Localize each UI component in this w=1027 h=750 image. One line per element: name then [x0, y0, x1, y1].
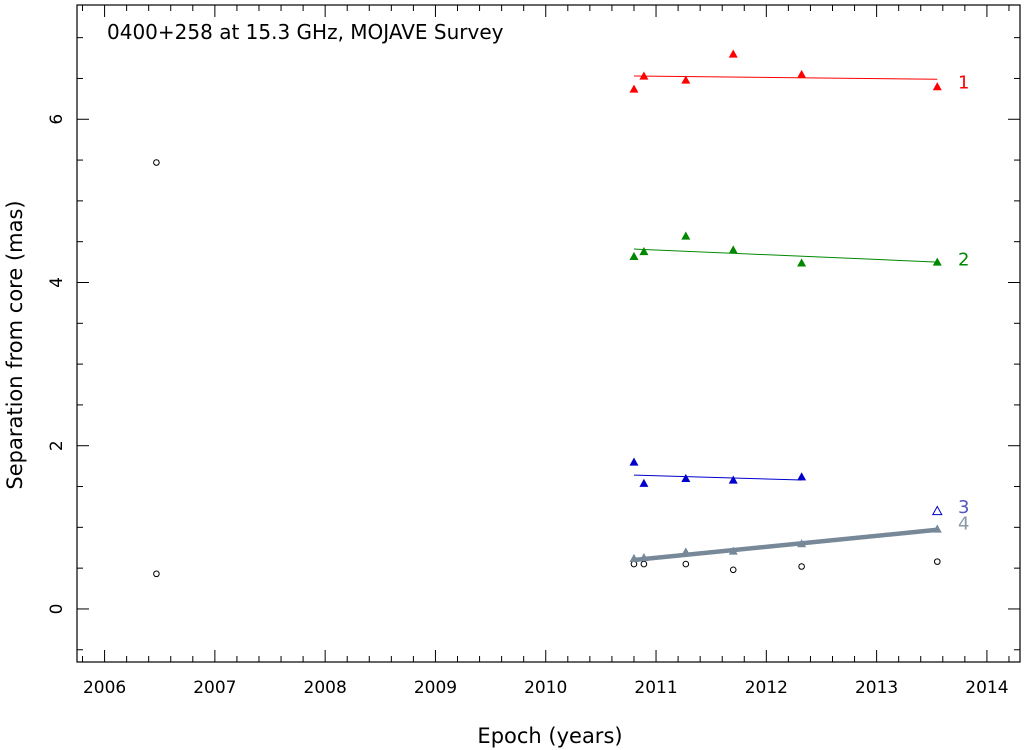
- fit-line-series-4: [633, 527, 938, 563]
- x-tick-label: 2014: [965, 678, 1008, 698]
- triangle-point-series-2: [728, 245, 738, 254]
- triangle-point-series-4: [629, 553, 639, 562]
- series-label-2: 2: [958, 250, 969, 271]
- triangle-point-series-1: [797, 69, 807, 78]
- x-tick-label: 2006: [83, 678, 126, 698]
- open-circle-point: [640, 560, 648, 568]
- triangle-point-series-2: [797, 258, 807, 267]
- fit-lines: [633, 75, 938, 563]
- series-label-1: 1: [958, 73, 969, 94]
- axis-tick-labels: 2006 2007 2008 2009 2010 2011 2012 2013 2014 0 2 4 6: [47, 114, 1009, 698]
- fit-line-series-2: [633, 248, 938, 263]
- triangle-point-series-1: [932, 82, 942, 91]
- open-circle-point: [153, 159, 160, 166]
- series-labels: 1 2 34: [958, 73, 969, 535]
- open-circle-point: [729, 566, 737, 574]
- triangle-point-series-4: [681, 547, 691, 556]
- open-circle-point: [682, 560, 690, 568]
- x-tick-label: 2013: [855, 678, 898, 698]
- triangle-point-series-4: [932, 524, 942, 533]
- triangle-point-series-3: [629, 457, 639, 466]
- x-tick-label: 2008: [304, 678, 347, 698]
- x-axis-title: Epoch (years): [477, 724, 622, 748]
- triangle-point-series-1: [681, 75, 691, 84]
- x-tick-label: 2012: [745, 678, 788, 698]
- triangle-point-series-4: [639, 553, 649, 562]
- triangle-point-series-2: [932, 257, 942, 266]
- triangle-point-series-3: [728, 475, 738, 484]
- triangle-point-series-4: [797, 539, 807, 548]
- x-tick-label: 2007: [193, 678, 236, 698]
- triangle-point-series-3: [797, 472, 807, 481]
- series-label-4: 4: [958, 513, 969, 534]
- data-markers: [153, 49, 943, 578]
- y-tick-label: 4: [47, 277, 67, 288]
- series-label-3: 3: [958, 497, 969, 518]
- triangle-point-series-4: [728, 546, 738, 555]
- open-triangle-point-series-3: [931, 505, 943, 516]
- triangle-point-series-2: [639, 246, 649, 256]
- triangle-point-series-3: [681, 473, 691, 482]
- open-circle-point: [630, 560, 638, 568]
- open-circle-point: [933, 558, 941, 565]
- plot-frame: [76, 4, 1021, 663]
- triangle-point-series-1: [728, 49, 738, 58]
- triangle-point-series-2: [629, 251, 639, 260]
- chart-title: 0400+258 at 15.3 GHz, MOJAVE Survey: [107, 20, 504, 44]
- open-circle-point: [153, 570, 160, 578]
- fit-line-series-3: [633, 474, 802, 481]
- x-tick-label: 2011: [634, 678, 677, 698]
- fit-line-series-1: [633, 75, 938, 80]
- x-tick-label: 2010: [524, 678, 567, 698]
- y-tick-label: 0: [47, 604, 67, 615]
- open-circle-point: [798, 563, 805, 570]
- triangle-point-series-1: [629, 84, 639, 93]
- y-tick-label: 2: [47, 440, 67, 451]
- triangle-point-series-2: [681, 231, 691, 240]
- triangle-point-series-3: [639, 478, 649, 487]
- axis-ticks: [77, 5, 1020, 662]
- y-tick-label: 6: [47, 114, 67, 125]
- x-tick-label: 2009: [414, 678, 457, 698]
- triangle-point-series-1: [639, 71, 649, 80]
- y-axis-title: Separation from core (mas): [3, 200, 27, 489]
